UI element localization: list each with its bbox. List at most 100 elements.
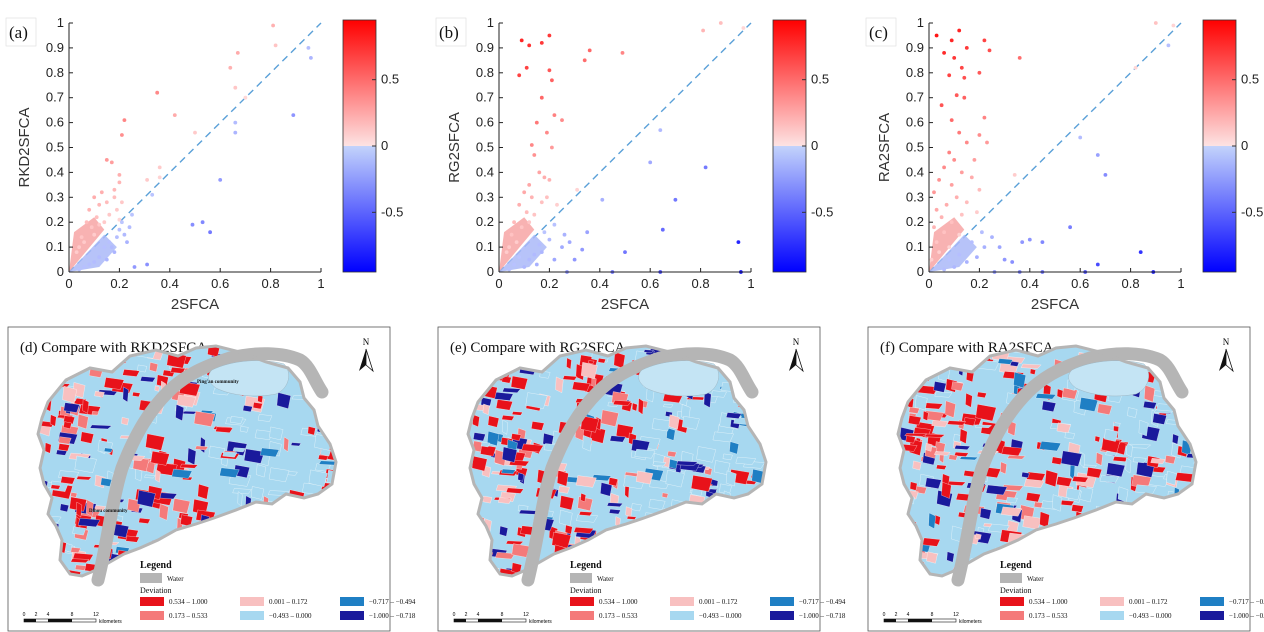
district-patch	[49, 414, 57, 427]
north-label: N	[793, 337, 800, 347]
dense-cloud-blue	[69, 234, 117, 272]
data-point	[942, 51, 946, 55]
district-patch	[501, 468, 516, 475]
data-point	[97, 255, 102, 259]
legend-swatch	[1100, 611, 1124, 620]
data-point	[97, 202, 102, 207]
data-point	[975, 255, 979, 259]
scale-tick-label: 4	[477, 612, 480, 618]
district-patch	[947, 420, 967, 426]
data-point	[1138, 250, 1143, 255]
data-point	[87, 207, 92, 212]
district-patch	[941, 481, 952, 499]
district-patch	[1065, 487, 1081, 501]
data-point	[542, 175, 547, 180]
data-point	[552, 222, 557, 227]
river-water	[521, 347, 759, 587]
district-patch	[501, 415, 515, 421]
district-patch	[933, 381, 947, 393]
dense-cloud-blue	[929, 234, 977, 272]
data-point	[718, 21, 723, 25]
data-point	[975, 210, 979, 215]
data-point	[517, 255, 522, 259]
district-patch	[121, 417, 129, 426]
data-point	[1103, 173, 1108, 177]
data-point	[309, 56, 313, 60]
district-patch	[1104, 428, 1119, 442]
data-point	[97, 222, 102, 227]
district-patch	[1144, 385, 1156, 403]
district-patch	[1095, 452, 1103, 466]
data-point	[547, 178, 552, 182]
district-patch	[582, 435, 593, 452]
north-arrow-left	[789, 349, 796, 371]
district-patch	[1056, 476, 1073, 487]
city-border-water	[466, 344, 768, 578]
district-patch	[193, 411, 216, 427]
y-tick-label: 0.8	[476, 65, 494, 80]
data-point	[934, 33, 939, 38]
data-point	[527, 183, 532, 187]
data-point	[1027, 237, 1032, 242]
north-label: N	[1223, 337, 1230, 347]
district-patch	[597, 358, 606, 364]
legend-water-label: Water	[167, 575, 184, 583]
data-point	[122, 232, 127, 237]
data-point	[157, 165, 162, 170]
district-patch	[975, 533, 982, 540]
scale-tick-label: 12	[93, 612, 99, 618]
district-patch	[712, 431, 734, 443]
data-point	[942, 230, 946, 235]
district-patch	[268, 467, 290, 483]
district-patch	[154, 385, 160, 392]
district-patch	[505, 540, 524, 545]
data-point	[109, 160, 114, 165]
district-patch	[631, 503, 642, 512]
legend-swatch	[1000, 611, 1024, 620]
district-patch	[1029, 368, 1036, 375]
data-point	[512, 262, 516, 267]
data-point	[102, 245, 107, 250]
district-patch	[729, 441, 739, 455]
data-point	[519, 38, 524, 43]
data-point	[157, 175, 162, 180]
y-tick-label: 0.7	[906, 90, 924, 105]
legend-class-label: −0.717 – −0.494	[1229, 598, 1264, 606]
data-point	[947, 150, 952, 155]
data-point	[1020, 240, 1025, 245]
community-annotation: Ping'an community	[197, 380, 239, 385]
x-tick-label: 0.6	[211, 276, 229, 291]
data-point	[517, 73, 522, 78]
data-point	[944, 202, 949, 207]
data-point	[937, 178, 941, 182]
data-point	[547, 33, 552, 38]
district-patch	[58, 436, 72, 445]
y-axis-label: RA2SFCA	[876, 113, 893, 182]
district-patch	[222, 451, 238, 458]
district-patch	[506, 487, 524, 494]
data-point	[1068, 225, 1072, 230]
district-patch	[50, 484, 61, 490]
district-patch	[1079, 397, 1099, 412]
data-point	[529, 195, 534, 200]
data-point	[539, 200, 544, 205]
x-tick-label: 0.8	[1122, 276, 1140, 291]
data-point	[112, 187, 117, 192]
data-point	[1010, 260, 1015, 264]
river-water	[951, 347, 1189, 587]
data-point	[155, 90, 160, 95]
scale-bar-seg	[478, 619, 502, 622]
panel-label-box	[5, 17, 37, 47]
x-axis-label: 2SFCA	[1031, 296, 1079, 313]
legend-class-label: −0.717 – −0.494	[799, 598, 846, 606]
district-patch	[1006, 496, 1018, 504]
district-patch	[975, 404, 997, 422]
legend-swatch	[570, 597, 594, 606]
data-point	[537, 242, 542, 247]
district-patch	[559, 495, 575, 511]
scale-tick-label: 2	[895, 612, 898, 618]
north-arrow-icon: N	[1219, 337, 1234, 373]
dense-cloud-red	[69, 217, 105, 272]
data-point	[957, 130, 962, 135]
